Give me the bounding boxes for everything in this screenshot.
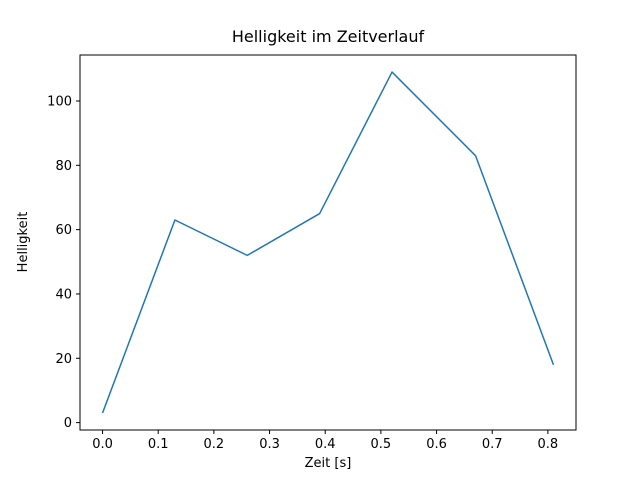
- x-tick-label: 0.8: [538, 437, 559, 452]
- y-axis-label: Helligkeit: [16, 212, 31, 273]
- x-tick-label: 0.1: [148, 437, 169, 452]
- y-tick-label: 0: [64, 416, 72, 431]
- x-tick-label: 0.7: [482, 437, 503, 452]
- y-tick-label: 80: [55, 159, 72, 174]
- x-tick-label: 0.3: [259, 437, 280, 452]
- x-tick-label: 0.2: [204, 437, 225, 452]
- y-tick-label: 60: [55, 223, 72, 238]
- y-tick-label: 100: [47, 94, 72, 109]
- plot-border: [79, 54, 577, 431]
- x-tick-label: 0.4: [315, 437, 336, 452]
- chart-title: Helligkeit im Zeitverlauf: [232, 27, 425, 46]
- x-axis-label: Zeit [s]: [305, 456, 352, 471]
- x-tick-label: 0.0: [92, 437, 113, 452]
- data-line: [101, 71, 555, 414]
- plot-area: 0.0 0.1 0.2 0.3 0.4 0.5 0.6 0.7 0.8 0 20 40 60 80 100: [47, 54, 577, 452]
- x-tick-label: 0.6: [426, 437, 447, 452]
- y-tick-label: 40: [55, 287, 72, 302]
- x-tick-label: 0.5: [371, 437, 392, 452]
- y-tick-label: 20: [55, 352, 72, 367]
